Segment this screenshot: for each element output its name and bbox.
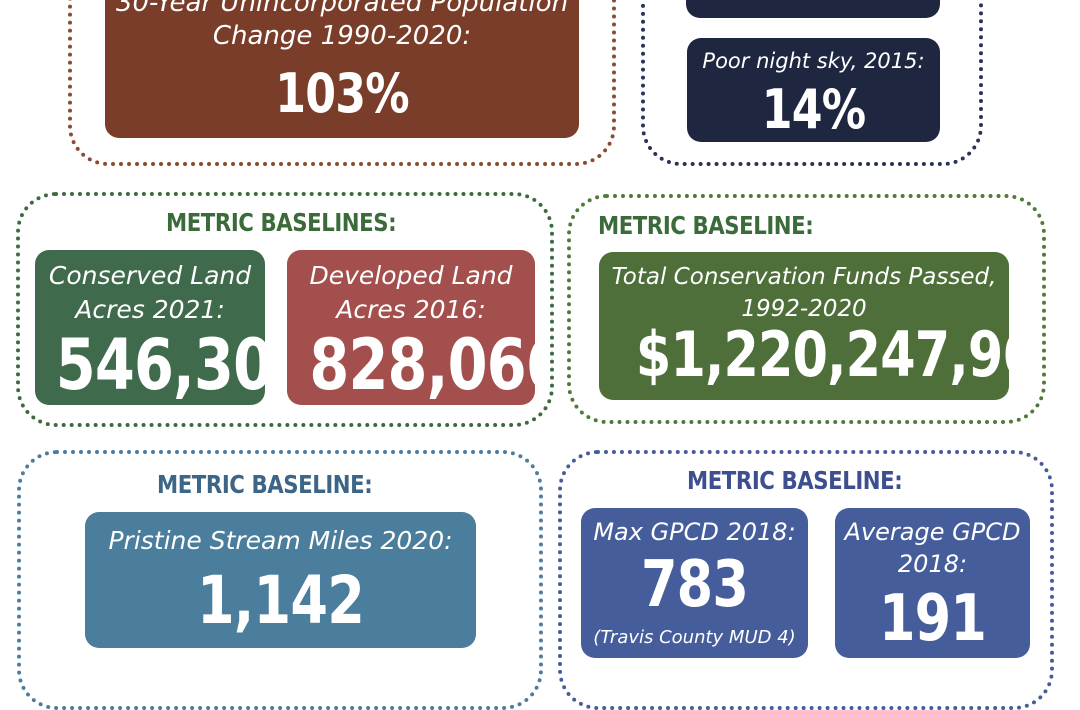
night-sky-value: 14% [761, 78, 866, 141]
funds-value: $1,220,247,967 [635, 318, 1009, 391]
population-label-line2: Change 1990-2020: [212, 21, 472, 51]
night-sky-top-card: 24% [686, 0, 940, 18]
conserved-land-label-line1: Conserved Land [48, 261, 252, 290]
average-gpcd-card: Average GPCD 2018: 191 [835, 508, 1030, 658]
stream-label: Pristine Stream Miles 2020: [108, 526, 453, 555]
stream-value: 1,142 [196, 562, 365, 639]
developed-land-value: 828,066 [309, 324, 535, 405]
developed-land-label-line2: Acres 2016: [336, 295, 486, 324]
population-card: 30-Year Unincorporated Population Change… [105, 0, 579, 138]
funds-card: Total Conservation Funds Passed, 1992-20… [599, 252, 1009, 400]
night-sky-top-value: 24% [709, 0, 917, 11]
stream-card: Pristine Stream Miles 2020: 1,142 [85, 512, 476, 648]
population-value: 103% [275, 62, 409, 125]
conserved-land-value: 546,301 [55, 324, 265, 405]
funds-heading: METRIC BASELINE: [598, 211, 814, 240]
land-heading: METRIC BASELINES: [166, 208, 397, 237]
night-sky-label: Poor night sky, 2015: [702, 49, 925, 73]
population-group [68, 0, 616, 166]
funds-group [567, 194, 1046, 424]
stream-heading: METRIC BASELINE: [157, 470, 373, 499]
max-gpcd-note: (Travis County MUD 4) [593, 627, 796, 648]
average-gpcd-label-line2: 2018: [897, 550, 968, 578]
funds-label-line1: Total Conservation Funds Passed, [611, 264, 997, 290]
max-gpcd-label: Max GPCD 2018: [593, 518, 796, 546]
night-sky-card: Poor night sky, 2015: 14% [687, 38, 940, 142]
conserved-land-card: Conserved Land Acres 2021: 546,301 [35, 250, 265, 405]
night-sky-group [641, 0, 983, 166]
water-heading: METRIC BASELINE: [687, 466, 903, 495]
land-group [16, 192, 554, 427]
max-gpcd-value: 783 [640, 548, 749, 622]
average-gpcd-label-line1: Average GPCD [844, 518, 1021, 546]
developed-land-card: Developed Land Acres 2016: 828,066 [287, 250, 535, 405]
max-gpcd-card: Max GPCD 2018: 783 (Travis County MUD 4) [581, 508, 808, 658]
population-label-line1: 30-Year Unincorporated Population [115, 0, 569, 18]
funds-label-line2: 1992-2020 [741, 296, 867, 322]
average-gpcd-value: 191 [878, 582, 987, 656]
developed-land-label-line1: Developed Land [309, 261, 513, 290]
conserved-land-label-line2: Acres 2021: [75, 295, 225, 324]
